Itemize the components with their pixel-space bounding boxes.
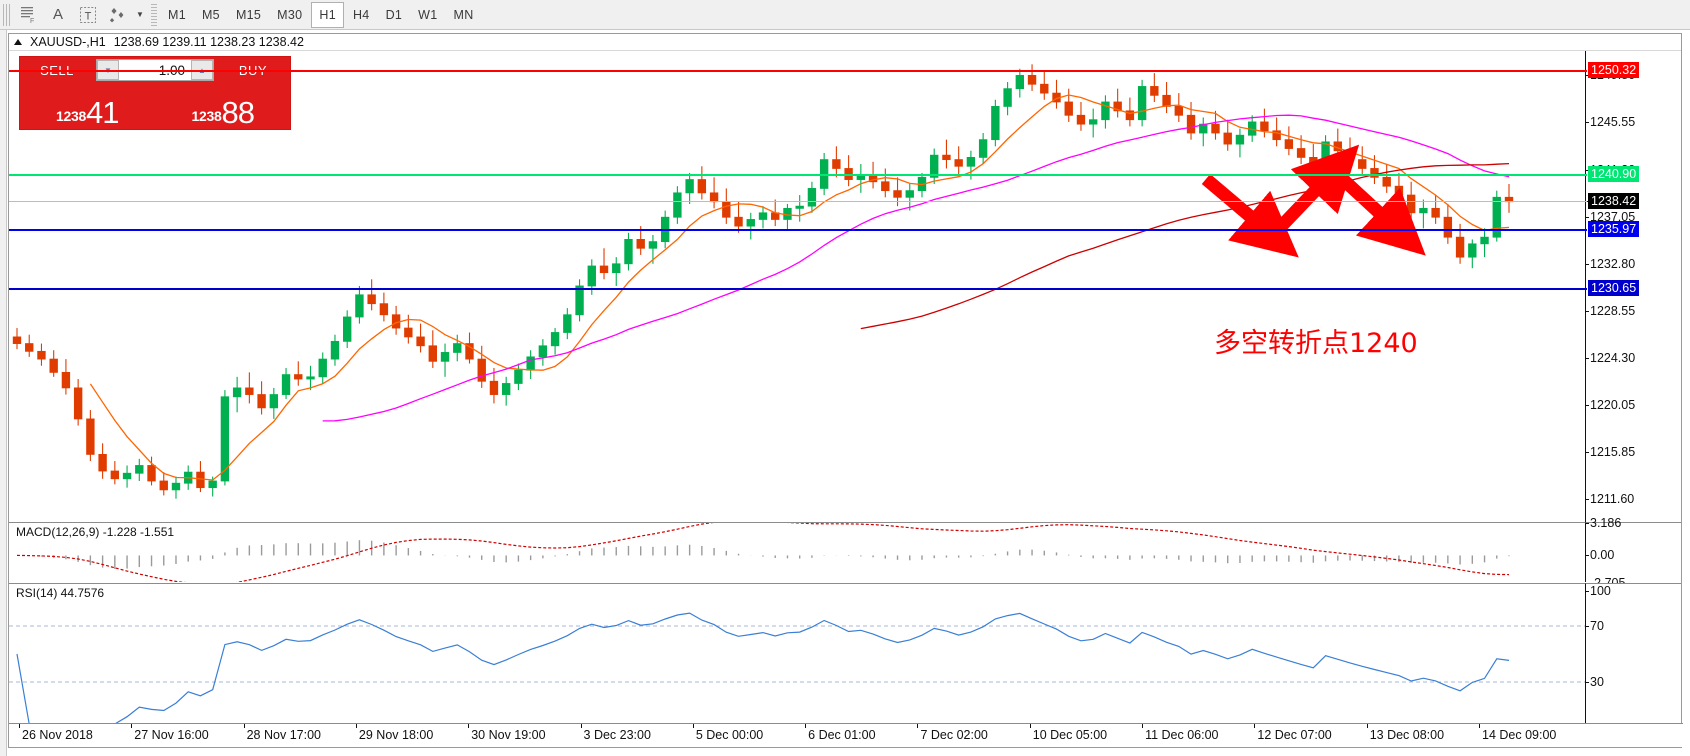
time-tick-mark	[1142, 724, 1144, 728]
time-tick-mark	[1479, 724, 1480, 728]
time-tick-mark	[1366, 724, 1368, 728]
timeframe-d1[interactable]: D1	[385, 7, 403, 22]
time-axis[interactable]: 26 Nov 2018 27 Nov 16:00 28 Nov 17:00 29 No…	[9, 723, 1683, 747]
sell-price-decimal: 41	[85, 94, 119, 130]
timeframe-m1[interactable]: M1	[168, 7, 186, 22]
rsi-tick: 70	[1586, 619, 1604, 633]
rsi-tick: 30	[1586, 675, 1604, 689]
macd-canvas	[16, 523, 1510, 582]
time-tick-mark	[1254, 724, 1256, 728]
time-tick-label: 27 Nov 16:00	[134, 728, 209, 742]
price-tag-level-line: 1230.65	[1588, 279, 1640, 296]
indicator-list-icon[interactable]: F	[13, 2, 43, 28]
time-tick-label: 3 Dec 23:00	[583, 728, 651, 742]
buy-price-display[interactable]: 1238 88	[156, 83, 289, 130]
price-tick: 1228.55	[1585, 303, 1636, 318]
chart-window: XAUUSD-,H1 1238.69 1239.11 1238.23 1238.…	[8, 33, 1683, 748]
main-toolbar: F A T ▼ M1 M5 M15 M30 H1 H4 D1 W1 MN	[0, 0, 1690, 30]
price-tag-level-line: 1235.97	[1588, 220, 1640, 237]
level-line-1240[interactable]	[9, 174, 1587, 176]
price-tick: 1224.30	[1585, 350, 1636, 365]
time-tick-label: 10 Dec 05:00	[1032, 728, 1108, 742]
timeframe-m5[interactable]: M5	[201, 7, 220, 22]
timeframe-mn[interactable]: MN	[453, 7, 474, 22]
svg-text:T: T	[85, 10, 92, 22]
macd-tick: 0.00	[1585, 548, 1615, 563]
last-price-line	[9, 201, 1587, 203]
macd-pane[interactable]: MACD(12,26,9) -1.228 -1.551	[9, 522, 1587, 582]
chart-header: XAUUSD-,H1 1238.69 1239.11 1238.23 1238.…	[9, 34, 1681, 51]
time-tick-label: 6 Dec 01:00	[808, 728, 876, 742]
macd-label: MACD(12,26,9) -1.228 -1.551	[14, 525, 177, 539]
price-tag-resistance-line: 1250.32	[1588, 61, 1640, 78]
chart-ohlc-label: 1238.69 1239.11 1238.23 1238.42	[113, 35, 304, 49]
chart-annotation-text: 多空转折点1240	[1214, 328, 1418, 360]
time-tick-mark	[692, 724, 694, 728]
time-tick-label: 30 Nov 19:00	[471, 728, 546, 742]
one-click-trading-panel[interactable]: SELL ▼ 1.00 ▲ BUY 1238 41 1238 88	[19, 56, 291, 130]
time-tick-mark	[580, 724, 582, 728]
time-tick-mark	[243, 724, 245, 728]
time-tick-label: 5 Dec 00:00	[695, 728, 764, 742]
price-tick: 1237.05	[1585, 209, 1636, 224]
price-scale[interactable]: 1249.801245.551241.301238.421237.051232.…	[1585, 51, 1681, 522]
time-tick-mark	[1029, 724, 1031, 728]
price-tick: 1232.80	[1585, 256, 1636, 271]
time-tick-mark	[805, 724, 807, 728]
price-chart-canvas	[12, 64, 1514, 499]
time-tick-label: 12 Dec 07:00	[1257, 728, 1332, 742]
rsi-label: RSI(14) 44.7576	[14, 586, 107, 600]
timeframe-w1[interactable]: W1	[418, 7, 438, 22]
time-tick-mark	[468, 724, 470, 728]
timeframe-h4[interactable]: H4	[352, 7, 370, 22]
level-line-1236[interactable]	[9, 228, 1587, 231]
time-tick-mark	[131, 724, 133, 728]
rsi-canvas	[9, 612, 1587, 723]
buy-price-decimal: 88	[221, 94, 254, 130]
price-tick: 1245.55	[1585, 115, 1636, 130]
collapse-icon[interactable]	[14, 39, 22, 45]
level-line-1230[interactable]	[9, 287, 1587, 290]
price-tick: 1215.85	[1585, 444, 1636, 459]
toolbar-drag-handle[interactable]	[3, 3, 11, 26]
toolbar-separator	[151, 3, 157, 26]
time-tick-label: 14 Dec 09:00	[1482, 728, 1557, 742]
price-tag-last-price: 1238.42	[1588, 193, 1640, 210]
macd-tick: 3.186	[1585, 516, 1622, 530]
timeframe-h1[interactable]: H1	[311, 1, 344, 28]
time-tick-mark	[917, 724, 919, 728]
level-line-1250[interactable]	[9, 69, 1587, 72]
time-tick-mark	[355, 724, 357, 728]
rsi-scale[interactable]: 100 70 30	[1585, 583, 1681, 723]
objects-dropdown-caret-icon[interactable]: ▼	[136, 10, 144, 19]
time-tick-label: 26 Nov 2018	[22, 728, 93, 742]
left-toolbar-strip	[0, 30, 7, 756]
rsi-tick: 100	[1586, 584, 1611, 598]
sell-price-integer: 1238	[56, 108, 86, 124]
time-tick-label: 13 Dec 08:00	[1369, 728, 1445, 742]
time-tick-mark	[19, 724, 20, 728]
time-tick-label: 11 Dec 06:00	[1145, 728, 1219, 742]
price-tag-support-line: 1240.90	[1588, 166, 1640, 182]
objects-icon[interactable]	[103, 2, 133, 28]
timeframe-m30[interactable]: M30	[277, 7, 303, 22]
text-label-icon[interactable]: A	[52, 6, 63, 23]
price-tick: 1220.05	[1585, 398, 1636, 413]
price-tick: 1211.60	[1585, 491, 1635, 506]
time-tick-label: 7 Dec 02:00	[920, 728, 988, 742]
time-tick-label: 28 Nov 17:00	[246, 728, 321, 742]
sell-price-display[interactable]: 1238 41	[21, 83, 154, 128]
timeframe-group: M1 M5 M15 M30 H1 H4 D1 W1 MN	[161, 1, 481, 28]
time-tick-label: 29 Nov 18:00	[358, 728, 434, 742]
rsi-pane[interactable]: RSI(14) 44.7576	[9, 583, 1587, 723]
timeframe-m15[interactable]: M15	[235, 7, 262, 22]
buy-price-integer: 1238	[191, 108, 222, 124]
text-box-icon[interactable]: T	[73, 2, 103, 28]
chart-symbol-label: XAUUSD-,H1	[30, 35, 106, 49]
svg-text:F: F	[30, 18, 34, 24]
